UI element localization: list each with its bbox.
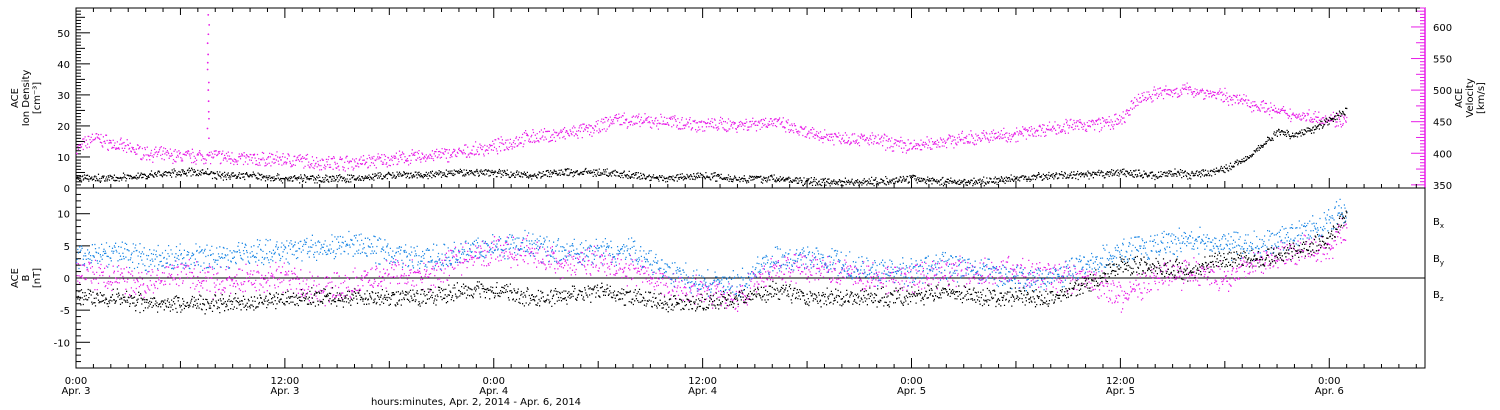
x-tick-label: 0:00 Apr. 5 xyxy=(897,376,926,397)
density-series xyxy=(76,107,1348,187)
velocity-outlier-point xyxy=(206,42,209,45)
left-y-tick-label: 50 xyxy=(57,29,70,40)
x-tick-label: 0:00 Apr. 3 xyxy=(61,376,90,397)
left-y-tick-label: 5 xyxy=(64,242,70,253)
bx-series xyxy=(76,210,1348,315)
density-velocity-panel: 0 10 20 30 40 50 350 400 450 500 550 600 ACEIon Dens… xyxy=(10,7,1487,195)
velocity-outlier-point xyxy=(207,110,210,113)
velocity-outlier-point xyxy=(207,81,210,84)
right-y-tick-label: 350 xyxy=(1433,181,1452,192)
magnetic-field-panel: -10 -5 0 5 10 ACEB[nT] Bx By Bz xyxy=(10,187,1444,369)
x-tick-label: 12:00 Apr. 3 xyxy=(270,376,299,397)
x-tick-label: 12:00 Apr. 5 xyxy=(1106,376,1135,397)
velocity-outlier-point xyxy=(207,13,210,16)
right-y-tick-label: 500 xyxy=(1433,86,1452,97)
left-y-tick-label: 40 xyxy=(57,60,70,71)
velocity-outlier-point xyxy=(207,53,210,56)
velocity-outlier-point xyxy=(207,33,210,36)
x-tick-label: 12:00 Apr. 4 xyxy=(688,376,717,397)
legend-entry-by: By xyxy=(1433,254,1444,267)
x-tick-label: 0:00 Apr. 4 xyxy=(479,376,508,397)
left-y-tick-label: 10 xyxy=(57,210,70,221)
legend-entry-bz: Bz xyxy=(1433,290,1444,303)
left-y-tick-label: 10 xyxy=(57,153,70,164)
time-axis: 0:00 Apr. 3 12:00 Apr. 3 0:00 Apr. 4 12:00 Apr.… xyxy=(61,8,1417,397)
bz-series xyxy=(76,217,1348,313)
right-y-tick-label: 400 xyxy=(1433,149,1452,160)
left-y-tick-label: 0 xyxy=(64,184,70,195)
x-tick-label: 0:00 Apr. 6 xyxy=(1315,376,1344,397)
velocity-outlier-point xyxy=(208,117,210,120)
left-y-tick-label: 30 xyxy=(57,91,70,102)
velocity-outlier-point xyxy=(206,127,209,130)
right-y-axis-title: ACEVelocity[km/s] xyxy=(1454,78,1487,117)
left-y-tick-label: -10 xyxy=(54,338,70,349)
velocity-outlier-point xyxy=(208,24,211,26)
by-series xyxy=(76,198,1348,298)
x-axis-title: hours:minutes, Apr. 2, 2014 - Apr. 6, 20… xyxy=(371,397,581,408)
bottom-y-axis-title: ACEB[nT] xyxy=(10,268,43,288)
right-y-tick-label: 450 xyxy=(1433,118,1452,129)
right-axis: 350 400 450 500 550 600 xyxy=(1411,7,1452,192)
right-y-tick-label: 550 xyxy=(1433,55,1452,66)
velocity-series xyxy=(76,82,1348,172)
right-y-tick-label: 600 xyxy=(1433,23,1452,34)
velocity-outlier-point xyxy=(206,61,209,64)
velocity-outlier-point xyxy=(208,137,210,140)
velocity-outlier-point xyxy=(207,100,210,103)
left-y-tick-label: 20 xyxy=(57,122,70,133)
left-y-axis-title: ACEIon Density[cm⁻³] xyxy=(10,70,43,127)
velocity-outlier-point xyxy=(206,68,209,71)
velocity-outlier-point xyxy=(207,89,210,91)
left-y-tick-label: 0 xyxy=(64,274,70,285)
left-y-tick-label: -5 xyxy=(60,306,70,317)
legend-entry-bx: Bx xyxy=(1433,217,1444,230)
